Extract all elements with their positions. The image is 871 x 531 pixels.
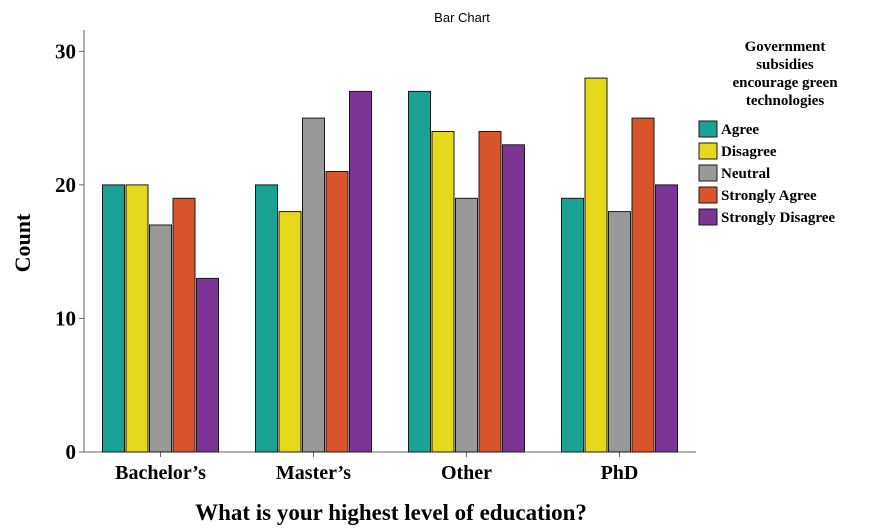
x-axis: Bachelor’s Master’s Other PhD (84, 451, 696, 484)
bar-1-3 (325, 171, 349, 453)
legend: Government subsidies encourage green techno… (698, 39, 838, 226)
bar-2-2 (455, 197, 478, 453)
bar-0-4 (196, 277, 219, 453)
legend-swatch (698, 164, 718, 182)
legend-label: Disagree (721, 144, 777, 160)
bar-3-1 (584, 77, 608, 453)
bars (102, 77, 678, 453)
legend-title-line: Government (745, 39, 826, 55)
legend-label: Strongly Agree (721, 188, 817, 204)
y-tick-label: 0 (66, 440, 77, 464)
legend-swatch (698, 186, 718, 204)
chart-title: Bar Chart (434, 10, 490, 25)
bar-0-2 (149, 224, 172, 453)
bar-1-2 (302, 117, 325, 453)
bar-0-1 (125, 184, 149, 453)
legend-swatch (698, 120, 718, 138)
y-axis-label: Count (10, 213, 35, 272)
bar-1-1 (278, 211, 302, 453)
legend-title-line: technologies (746, 93, 824, 109)
legend-swatch (698, 208, 718, 226)
y-tick-label: 10 (55, 306, 76, 330)
legend-title-line: subsidies (756, 57, 814, 73)
bar-2-4 (502, 144, 525, 453)
x-tick-label: Bachelor’s (115, 462, 206, 484)
x-tick-label: Master’s (276, 462, 351, 484)
bar-1-4 (349, 90, 372, 453)
y-tick-label: 20 (55, 173, 76, 197)
bar-0-0 (102, 184, 125, 453)
bar-2-3 (478, 131, 502, 453)
legend-swatch (698, 142, 718, 160)
bar-1-0 (255, 184, 278, 453)
legend-title-line: encourage green (732, 75, 838, 91)
bar-2-0 (408, 90, 431, 453)
x-axis-label: What is your highest level of education? (195, 500, 587, 525)
bar-3-3 (631, 117, 655, 453)
y-axis: 0 10 20 30 (55, 30, 85, 464)
y-tick-label: 30 (55, 39, 76, 63)
bar-0-3 (172, 197, 196, 453)
legend-label: Strongly Disagree (721, 210, 835, 226)
legend-label: Neutral (721, 166, 770, 182)
bar-3-0 (561, 197, 584, 453)
x-tick-label: Other (441, 462, 492, 484)
bar-3-2 (608, 211, 631, 453)
bar-3-4 (655, 184, 678, 453)
legend-label: Agree (721, 122, 759, 138)
x-tick-label: PhD (601, 462, 639, 484)
bar-2-1 (431, 131, 455, 453)
